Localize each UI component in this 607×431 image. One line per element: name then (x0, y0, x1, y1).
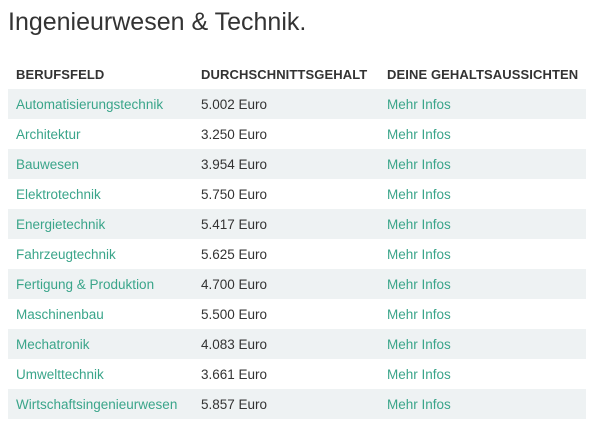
field-cell: Automatisierungstechnik (8, 89, 193, 119)
field-link-fertigung-produktion[interactable]: Fertigung & Produktion (16, 276, 155, 292)
field-cell: Energietechnik (8, 209, 193, 239)
salary-cell: 5.857 Euro (193, 389, 379, 419)
salary-cell: 5.625 Euro (193, 239, 379, 269)
table-row: Mechatronik 4.083 Euro Mehr Infos (8, 329, 586, 359)
field-link-mechatronik[interactable]: Mechatronik (16, 336, 90, 352)
more-info-link[interactable]: Mehr Infos (387, 366, 451, 382)
salary-value: 5.500 Euro (201, 306, 268, 322)
field-cell: Umwelttechnik (8, 359, 193, 389)
more-info-link[interactable]: Mehr Infos (387, 336, 451, 352)
page-title: Ingenieurwesen & Technik. (8, 8, 307, 36)
field-cell: Bauwesen (8, 149, 193, 179)
link-cell: Mehr Infos (379, 329, 586, 359)
more-info-link[interactable]: Mehr Infos (387, 246, 451, 262)
salary-value: 4.083 Euro (201, 336, 268, 352)
link-cell: Mehr Infos (379, 359, 586, 389)
field-link-umwelttechnik[interactable]: Umwelttechnik (16, 366, 104, 382)
salary-value: 4.700 Euro (201, 276, 268, 292)
link-cell: Mehr Infos (379, 389, 586, 419)
field-link-maschinenbau[interactable]: Maschinenbau (16, 306, 104, 322)
table-row: Wirtschaftsingenieurwesen 5.857 Euro Meh… (8, 389, 586, 419)
salary-value: 5.417 Euro (201, 216, 268, 232)
salary-cell: 4.700 Euro (193, 269, 379, 299)
link-cell: Mehr Infos (379, 89, 586, 119)
table-row: Maschinenbau 5.500 Euro Mehr Infos (8, 299, 586, 329)
link-cell: Mehr Infos (379, 239, 586, 269)
field-cell: Architektur (8, 119, 193, 149)
salary-cell: 5.417 Euro (193, 209, 379, 239)
table-row: Fahrzeugtechnik 5.625 Euro Mehr Infos (8, 239, 586, 269)
salary-value: 3.250 Euro (201, 126, 268, 142)
salary-value: 3.661 Euro (201, 366, 268, 382)
field-link-bauwesen[interactable]: Bauwesen (16, 156, 80, 172)
more-info-link[interactable]: Mehr Infos (387, 126, 451, 142)
field-link-wirtschaftsingenieurwesen[interactable]: Wirtschaftsingenieurwesen (16, 396, 178, 412)
field-cell: Fahrzeugtechnik (8, 239, 193, 269)
link-cell: Mehr Infos (379, 209, 586, 239)
salary-cell: 5.500 Euro (193, 299, 379, 329)
table-header-row: BERUFSFELD DURCHSCHNITTSGEHALT DEINE GEH… (8, 59, 586, 89)
salary-table: BERUFSFELD DURCHSCHNITTSGEHALT DEINE GEH… (8, 59, 586, 419)
salary-value: 5.002 Euro (201, 96, 268, 112)
more-info-link[interactable]: Mehr Infos (387, 306, 451, 322)
table-row: Energietechnik 5.417 Euro Mehr Infos (8, 209, 586, 239)
more-info-link[interactable]: Mehr Infos (387, 96, 451, 112)
table-row: Fertigung & Produktion 4.700 Euro Mehr I… (8, 269, 586, 299)
salary-cell: 5.750 Euro (193, 179, 379, 209)
table-row: Elektrotechnik 5.750 Euro Mehr Infos (8, 179, 586, 209)
salary-value: 5.857 Euro (201, 396, 268, 412)
link-cell: Mehr Infos (379, 119, 586, 149)
field-cell: Wirtschaftsingenieurwesen (8, 389, 193, 419)
table-row: Bauwesen 3.954 Euro Mehr Infos (8, 149, 586, 179)
field-cell: Maschinenbau (8, 299, 193, 329)
field-cell: Elektrotechnik (8, 179, 193, 209)
link-cell: Mehr Infos (379, 299, 586, 329)
field-link-architektur[interactable]: Architektur (16, 126, 81, 142)
table-row: Automatisierungstechnik 5.002 Euro Mehr … (8, 89, 586, 119)
salary-cell: 3.250 Euro (193, 119, 379, 149)
salary-value: 5.750 Euro (201, 186, 268, 202)
field-cell: Fertigung & Produktion (8, 269, 193, 299)
field-link-elektrotechnik[interactable]: Elektrotechnik (16, 186, 101, 202)
salary-value: 3.954 Euro (201, 156, 268, 172)
salary-cell: 5.002 Euro (193, 89, 379, 119)
salary-cell: 3.661 Euro (193, 359, 379, 389)
more-info-link[interactable]: Mehr Infos (387, 276, 451, 292)
header-gehaltsaussichten: DEINE GEHALTSAUSSICHTEN (387, 66, 579, 82)
salary-cell: 4.083 Euro (193, 329, 379, 359)
table-row: Architektur 3.250 Euro Mehr Infos (8, 119, 586, 149)
link-cell: Mehr Infos (379, 269, 586, 299)
more-info-link[interactable]: Mehr Infos (387, 186, 451, 202)
header-berufsfeld: BERUFSFELD (16, 66, 105, 82)
more-info-link[interactable]: Mehr Infos (387, 156, 451, 172)
more-info-link[interactable]: Mehr Infos (387, 396, 451, 412)
header-durchschnittsgehalt: DURCHSCHNITTSGEHALT (201, 66, 368, 82)
table-row: Umwelttechnik 3.661 Euro Mehr Infos (8, 359, 586, 389)
salary-value: 5.625 Euro (201, 246, 268, 262)
link-cell: Mehr Infos (379, 149, 586, 179)
field-link-energietechnik[interactable]: Energietechnik (16, 216, 106, 232)
salary-cell: 3.954 Euro (193, 149, 379, 179)
field-link-automatisierungstechnik[interactable]: Automatisierungstechnik (16, 96, 164, 112)
field-cell: Mechatronik (8, 329, 193, 359)
link-cell: Mehr Infos (379, 179, 586, 209)
more-info-link[interactable]: Mehr Infos (387, 216, 451, 232)
field-link-fahrzeugtechnik[interactable]: Fahrzeugtechnik (16, 246, 116, 262)
